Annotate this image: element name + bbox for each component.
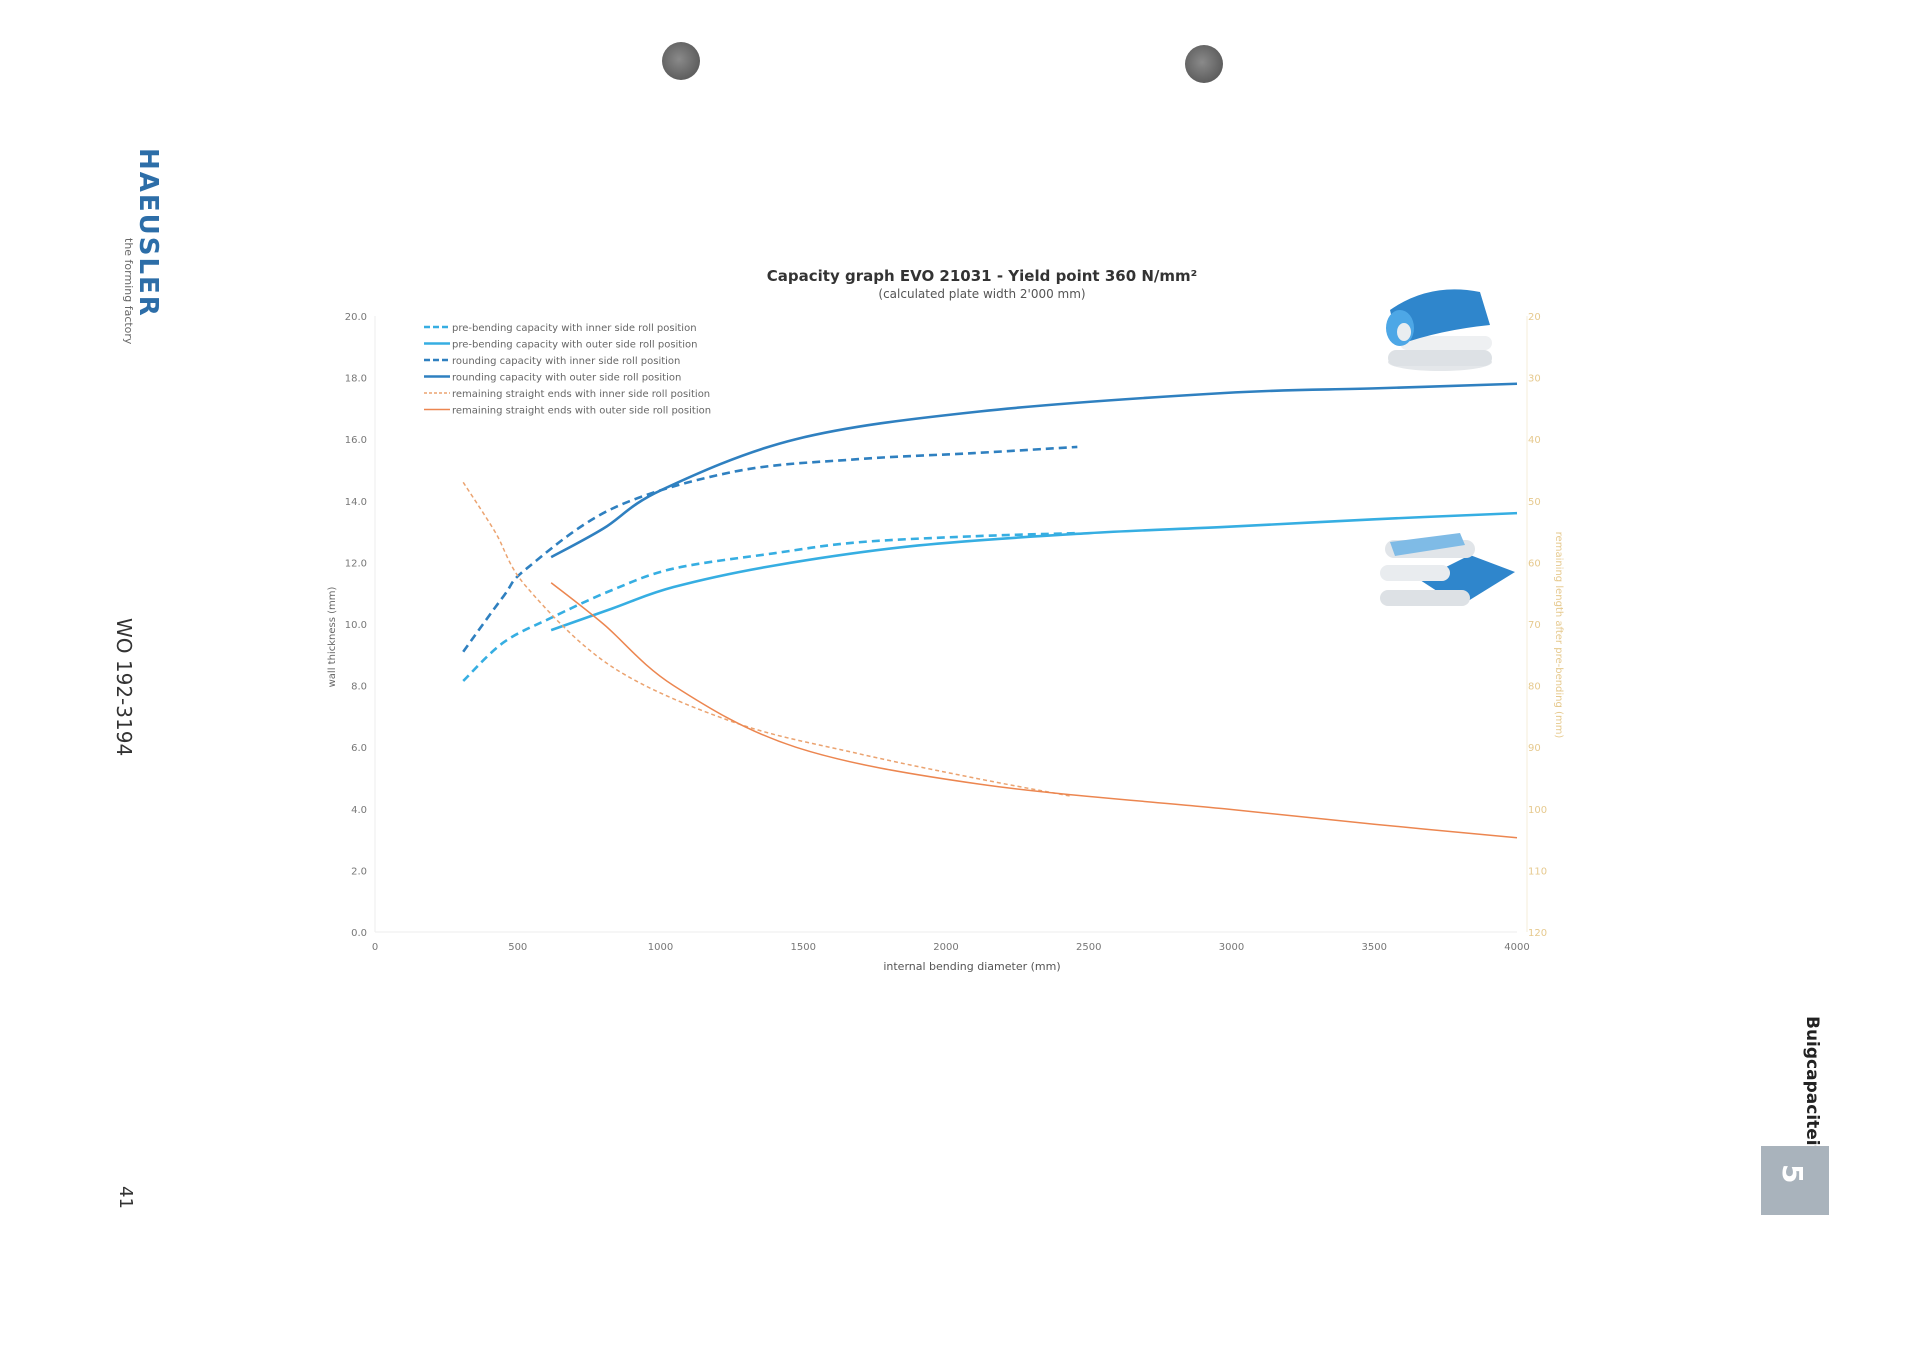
chart-title: Capacity graph EVO 21031 - Yield point 3…: [767, 267, 1197, 285]
x-tick-label: 4000: [1504, 942, 1529, 953]
y2-tick-label: 40: [1528, 435, 1541, 446]
y2-axis-label: remaining length after pre-bending (mm): [1553, 532, 1564, 739]
series-line: [550, 582, 1518, 839]
rounding-rollers-illustration: [1386, 289, 1492, 371]
y2-tick-label: 60: [1528, 558, 1541, 569]
y2-tick-label: 50: [1528, 497, 1541, 508]
y2-tick-label: 70: [1528, 620, 1541, 631]
legend-label: pre-bending capacity with outer side rol…: [452, 340, 697, 351]
section-tab: 5: [1761, 1146, 1829, 1215]
series-line: [462, 531, 1078, 682]
y-tick-label: 6.0: [351, 743, 367, 754]
pre-bending-rollers-illustration: [1380, 533, 1515, 606]
x-axis-label: internal bending diameter (mm): [883, 960, 1060, 973]
x-tick-label: 0: [372, 942, 378, 953]
x-tick-label: 1000: [648, 942, 673, 953]
x-tick-label: 2000: [933, 942, 958, 953]
y2-tick-label: 20: [1528, 312, 1541, 323]
x-tick-label: 1500: [791, 942, 816, 953]
series-line: [462, 445, 1078, 653]
legend-label: remaining straight ends with inner side …: [452, 389, 710, 400]
y-tick-label: 16.0: [345, 435, 367, 446]
y-tick-label: 20.0: [345, 312, 367, 323]
legend-label: rounding capacity with inner side roll p…: [452, 356, 680, 367]
y2-tick-label: 120: [1528, 928, 1547, 939]
legend-label: pre-bending capacity with inner side rol…: [452, 323, 697, 334]
x-tick-label: 500: [508, 942, 527, 953]
y-tick-label: 8.0: [351, 682, 367, 693]
y-tick-label: 10.0: [345, 620, 367, 631]
punch-hole: [662, 42, 700, 80]
x-tick-label: 3000: [1219, 942, 1244, 953]
y-tick-label: 2.0: [351, 866, 367, 877]
y-tick-label: 14.0: [345, 497, 367, 508]
series-line: [550, 511, 1518, 632]
series-line: [550, 382, 1518, 559]
punch-hole: [1185, 45, 1223, 83]
legend-label: remaining straight ends with outer side …: [452, 406, 711, 417]
x-tick-label: 2500: [1076, 942, 1101, 953]
y-tick-label: 4.0: [351, 805, 367, 816]
y2-tick-label: 110: [1528, 866, 1547, 877]
y2-tick-label: 80: [1528, 682, 1541, 693]
y-tick-label: 18.0: [345, 374, 367, 385]
y-axis-label: wall thickness (mm): [327, 587, 338, 688]
x-tick-label: 3500: [1362, 942, 1387, 953]
series-line: [462, 481, 1073, 798]
y2-tick-label: 100: [1528, 805, 1547, 816]
y-tick-label: 12.0: [345, 558, 367, 569]
y-tick-label: 0.0: [351, 928, 367, 939]
chart-subtitle: (calculated plate width 2'000 mm): [878, 287, 1085, 301]
y2-tick-label: 90: [1528, 743, 1541, 754]
y2-tick-label: 30: [1528, 374, 1541, 385]
legend-label: rounding capacity with outer side roll p…: [452, 373, 681, 384]
